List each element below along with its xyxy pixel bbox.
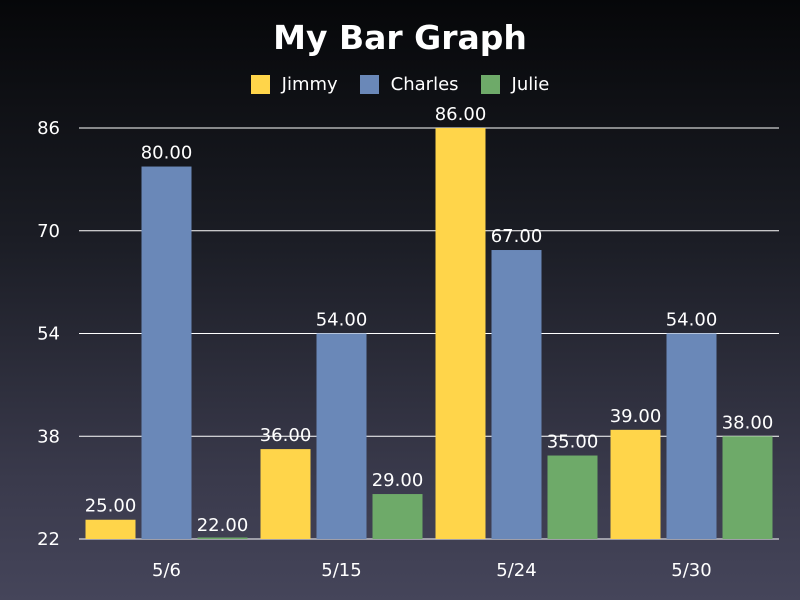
bar-jimmy — [85, 519, 136, 539]
legend-label-charles: Charles — [390, 73, 459, 95]
legend-swatch-jimmy — [250, 74, 270, 94]
data-label: 36.00 — [260, 425, 312, 446]
legend-label-jimmy: Jimmy — [281, 73, 338, 95]
y-tick-label: 70 — [37, 221, 60, 242]
x-tick-label: 5/6 — [152, 560, 181, 581]
data-label: 22.00 — [197, 515, 249, 536]
data-label: 38.00 — [722, 412, 774, 433]
y-tick-label: 22 — [37, 529, 60, 550]
legend-swatch-julie — [480, 74, 500, 94]
y-tick-label: 86 — [37, 118, 60, 139]
x-tick-label: 5/15 — [321, 560, 361, 581]
data-label: 67.00 — [491, 226, 543, 247]
bar-charles — [316, 333, 367, 539]
legend-item-jimmy: Jimmy — [250, 73, 338, 95]
bar-julie — [197, 537, 248, 539]
data-label: 86.00 — [435, 104, 487, 125]
data-label: 54.00 — [316, 310, 368, 331]
chart-title: My Bar Graph — [273, 18, 527, 57]
bar-charles — [141, 166, 192, 539]
data-label: 29.00 — [372, 470, 424, 491]
data-label: 35.00 — [547, 432, 599, 453]
data-label: 80.00 — [141, 143, 193, 164]
data-label: 54.00 — [666, 310, 718, 331]
bar-julie — [547, 455, 598, 539]
bar-jimmy — [610, 429, 661, 539]
y-tick-label: 38 — [37, 426, 60, 447]
x-tick-label: 5/24 — [496, 560, 536, 581]
bar-julie — [722, 436, 773, 539]
bar-charles — [491, 250, 542, 539]
bar-julie — [372, 494, 423, 539]
x-tick-label: 5/30 — [671, 560, 711, 581]
bar-jimmy — [435, 128, 486, 539]
legend-item-julie: Julie — [480, 73, 550, 95]
bar-jimmy — [260, 449, 311, 539]
bar-charles — [666, 333, 717, 539]
legend: Jimmy Charles Julie — [0, 72, 800, 96]
legend-label-julie: Julie — [511, 73, 550, 95]
legend-swatch-charles — [359, 74, 379, 94]
y-tick-label: 54 — [37, 324, 60, 345]
legend-item-charles: Charles — [359, 73, 459, 95]
data-label: 25.00 — [85, 496, 137, 517]
data-label: 39.00 — [610, 406, 662, 427]
